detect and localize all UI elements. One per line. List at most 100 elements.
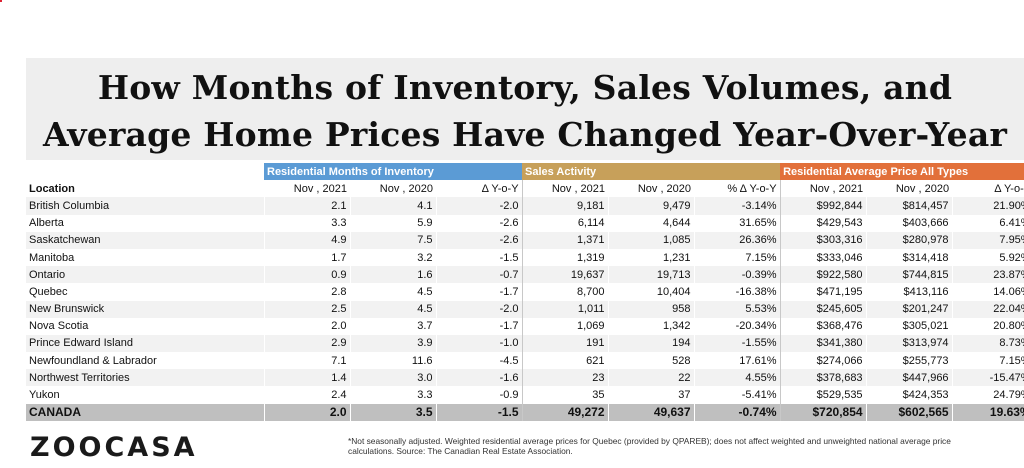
title-banner: How Months of Inventory, Sales Volumes, … bbox=[26, 58, 1024, 201]
zoocasa-logo: ZOOCASA bbox=[30, 432, 198, 463]
value-cell: 14.06% bbox=[952, 283, 1024, 301]
value-cell: 19,713 bbox=[608, 266, 695, 284]
group-header-row: Residential Months of Inventory Sales Ac… bbox=[26, 163, 1024, 181]
value-cell: 7.95% bbox=[952, 231, 1024, 249]
value-cell: 22 bbox=[608, 369, 695, 387]
value-cell: 7.5 bbox=[350, 231, 437, 249]
value-cell: -1.7 bbox=[436, 317, 523, 335]
value-cell: $922,580 bbox=[780, 266, 867, 284]
value-cell: $314,418 bbox=[866, 248, 953, 267]
value-cell: 621 bbox=[522, 352, 609, 370]
table-row: Quebec 2.8 4.5 -1.7 8,700 10,404 -16.38% $471,1… bbox=[26, 283, 1024, 301]
value-cell: $529,535 bbox=[780, 386, 867, 404]
column-header: Nov , 2021 bbox=[780, 180, 867, 198]
value-cell: 1,069 bbox=[522, 317, 609, 335]
value-cell: 1.6 bbox=[350, 266, 437, 284]
column-header-row: Location Nov , 2021 Nov , 2020 Δ Y-o-Y N… bbox=[26, 180, 1024, 198]
value-cell: $303,316 bbox=[780, 231, 867, 249]
value-cell: 1,342 bbox=[608, 317, 695, 335]
value-cell: 2.9 bbox=[264, 334, 351, 353]
group-inventory: Residential Months of Inventory bbox=[264, 163, 523, 181]
value-cell: 7.15% bbox=[952, 352, 1024, 370]
location-cell: Yukon bbox=[26, 386, 265, 404]
value-cell: 23 bbox=[522, 369, 609, 387]
value-cell: $341,380 bbox=[780, 334, 867, 353]
column-header: Nov , 2021 bbox=[522, 180, 609, 198]
value-cell: 9,479 bbox=[608, 197, 695, 215]
column-header: Δ Y-o-Y bbox=[952, 180, 1024, 198]
value-cell: 37 bbox=[608, 386, 695, 404]
location-cell: Prince Edward Island bbox=[26, 334, 265, 353]
column-header: Nov , 2020 bbox=[350, 180, 436, 198]
table-row: Northwest Territories 1.4 3.0 -1.6 23 22 4.55%… bbox=[26, 369, 1024, 387]
value-cell: -4.5 bbox=[436, 352, 523, 370]
value-cell: 2.0 bbox=[264, 317, 351, 335]
value-cell: 2.4 bbox=[264, 386, 351, 404]
value-cell: 49,637 bbox=[608, 403, 695, 421]
table-row: New Brunswick 2.5 4.5 -2.0 1,011 958 5.53% $245… bbox=[26, 300, 1024, 318]
table-row: Ontario 0.9 1.6 -0.7 19,637 19,713 -0.39% $922,… bbox=[26, 266, 1024, 284]
value-cell: -1.5 bbox=[436, 403, 523, 421]
value-cell: 5.9 bbox=[350, 214, 437, 232]
value-cell: 528 bbox=[608, 352, 695, 370]
value-cell: 3.2 bbox=[350, 248, 437, 267]
value-cell: -0.39% bbox=[694, 266, 781, 284]
value-cell: -2.0 bbox=[436, 300, 523, 318]
footnote: *Not seasonally adjusted. Weighted resid… bbox=[348, 436, 951, 456]
value-cell: 22.04% bbox=[952, 300, 1024, 318]
column-header: Nov , 2021 bbox=[264, 180, 350, 198]
location-cell: Newfoundland & Labrador bbox=[26, 352, 265, 370]
value-cell: 3.7 bbox=[350, 317, 437, 335]
value-cell: $403,666 bbox=[866, 214, 953, 232]
value-cell: 23.87% bbox=[952, 266, 1024, 284]
value-cell: 194 bbox=[608, 334, 695, 353]
column-header: Nov , 2020 bbox=[608, 180, 695, 198]
value-cell: 9,181 bbox=[522, 197, 609, 215]
value-cell: 1,085 bbox=[608, 231, 695, 249]
value-cell: -1.55% bbox=[694, 334, 781, 353]
value-cell: 1,319 bbox=[522, 248, 609, 267]
value-cell: 4.9 bbox=[264, 231, 351, 249]
table-row: Alberta 3.3 5.9 -2.6 6,114 4,644 31.65% $429,54… bbox=[26, 214, 1024, 232]
location-cell: New Brunswick bbox=[26, 300, 265, 318]
value-cell: -0.7 bbox=[436, 266, 523, 284]
value-cell: 26.36% bbox=[694, 231, 781, 249]
table-row: Manitoba 1.7 3.2 -1.5 1,319 1,231 7.15% $333,04… bbox=[26, 248, 1024, 267]
value-cell: 20.80% bbox=[952, 317, 1024, 335]
location-cell: Saskatchewan bbox=[26, 231, 265, 249]
value-cell: 35 bbox=[522, 386, 609, 404]
value-cell: 2.5 bbox=[264, 300, 351, 318]
value-cell: 4,644 bbox=[608, 214, 695, 232]
value-cell: -15.47% bbox=[952, 369, 1024, 387]
value-cell: 5.92% bbox=[952, 248, 1024, 267]
total-row: CANADA 2.0 3.5 -1.5 49,272 49,637 -0.74% $720,8… bbox=[26, 403, 1024, 421]
value-cell: $201,247 bbox=[866, 300, 953, 318]
value-cell: -2.0 bbox=[436, 197, 523, 215]
value-cell: -1.6 bbox=[436, 369, 523, 387]
value-cell: 4.5 bbox=[350, 283, 437, 301]
province-data-table: Residential Months of Inventory Sales Ac… bbox=[26, 163, 1024, 421]
value-cell: 191 bbox=[522, 334, 609, 353]
column-header: % Δ Y-o-Y bbox=[694, 180, 781, 198]
value-cell: $368,476 bbox=[780, 317, 867, 335]
value-cell: 3.9 bbox=[350, 334, 437, 353]
value-cell: $245,605 bbox=[780, 300, 867, 318]
location-cell: CANADA bbox=[26, 403, 265, 421]
value-cell: 4.55% bbox=[694, 369, 781, 387]
value-cell: $424,353 bbox=[866, 386, 953, 404]
value-cell: $274,066 bbox=[780, 352, 867, 370]
location-cell: Quebec bbox=[26, 283, 265, 301]
value-cell: $992,844 bbox=[780, 197, 867, 215]
value-cell: 1,011 bbox=[522, 300, 609, 318]
value-cell: 2.8 bbox=[264, 283, 351, 301]
value-cell: 4.1 bbox=[350, 197, 437, 215]
value-cell: 49,272 bbox=[522, 403, 609, 421]
column-header: Nov , 2020 bbox=[866, 180, 953, 198]
value-cell: $814,457 bbox=[866, 197, 953, 215]
value-cell: 0.9 bbox=[264, 266, 351, 284]
value-cell: 1.7 bbox=[264, 248, 351, 267]
value-cell: $447,966 bbox=[866, 369, 953, 387]
value-cell: 11.6 bbox=[350, 352, 437, 370]
value-cell: 1,231 bbox=[608, 248, 695, 267]
value-cell: 1.4 bbox=[264, 369, 351, 387]
